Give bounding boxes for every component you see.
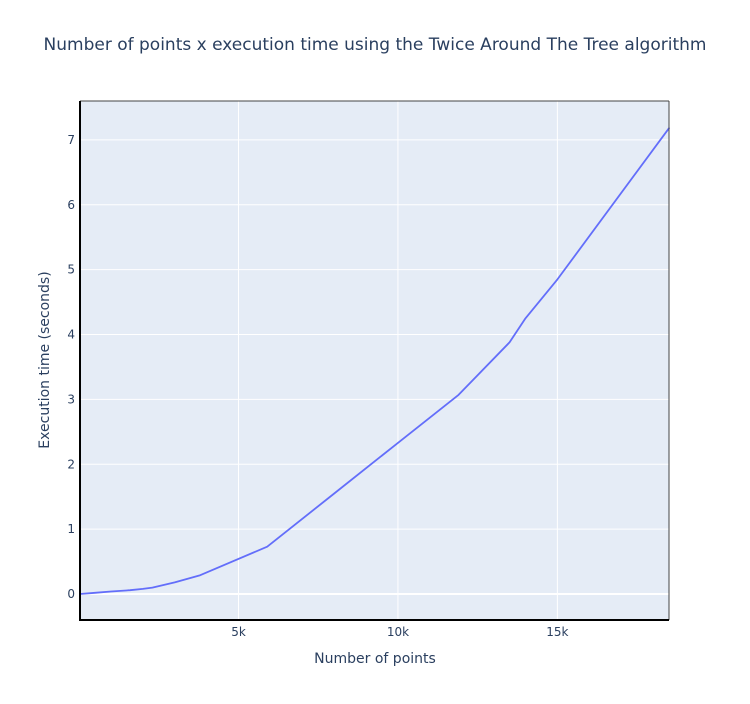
- y-tick-label: 4: [67, 328, 75, 342]
- chart-title: Number of points x execution time using …: [44, 35, 707, 55]
- x-tick-label: 15k: [546, 625, 568, 639]
- y-tick-label: 1: [67, 522, 75, 536]
- grid-lines: [80, 101, 669, 620]
- y-tick-label: 5: [67, 263, 75, 277]
- y-axis-label: Execution time (seconds): [37, 271, 53, 448]
- plot-frame: [79, 100, 670, 621]
- x-tick-label: 5k: [231, 625, 246, 639]
- y-tick-label: 2: [67, 457, 75, 471]
- plot-area: [80, 101, 669, 620]
- x-tick-label: 10k: [387, 625, 409, 639]
- series-layer: [79, 127, 670, 595]
- x-axis-label: Number of points: [314, 651, 436, 667]
- y-tick-label: 7: [67, 133, 75, 147]
- x-tick-labels: 5k 10k 15k: [231, 625, 568, 639]
- y-tick-label: 3: [67, 392, 75, 406]
- y-tick-label: 0: [67, 587, 75, 601]
- series-line: [79, 127, 670, 595]
- y-tick-label: 6: [67, 198, 75, 212]
- y-tick-labels: 0 1 2 3 4 5 6 7: [67, 133, 75, 601]
